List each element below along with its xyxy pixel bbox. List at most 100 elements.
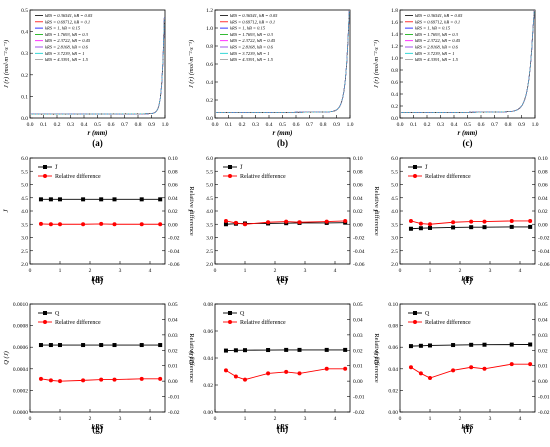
panel-tag: (a) <box>92 138 103 148</box>
data-point <box>233 374 238 379</box>
y2-axis-label: Relative difference <box>373 333 380 383</box>
y-tick-label: 5.0 <box>206 183 213 189</box>
y2-tick-label: -0.01 <box>538 395 550 401</box>
y2-tick-label: -0.02 <box>538 236 550 242</box>
legend-entry: J̄ <box>425 164 428 171</box>
x-tick-label: 4 <box>149 268 152 274</box>
y-tick-label: 4.0 <box>21 209 28 215</box>
legend-marker <box>413 165 417 169</box>
legend-entry: kRS = 2.8168, hB = 0.6 <box>415 45 459 51</box>
y2-tick-label: 0.02 <box>538 209 548 215</box>
y-tick-label: 0.2 <box>21 73 28 79</box>
y2-tick-label: 0.03 <box>168 333 178 339</box>
x-tick-label: 4 <box>519 416 522 422</box>
x-tick-label: 0.4 <box>81 122 88 128</box>
data-point <box>509 362 514 367</box>
data-point <box>324 347 329 352</box>
y2-tick-label: -0.02 <box>168 236 180 242</box>
data-point <box>469 342 474 347</box>
x-tick-label: 2 <box>89 416 92 422</box>
panel-tag: (i) <box>463 424 472 434</box>
panel-e: 0 1 2 3 4 2.0 2.5 3.0 3.5 4.0 4.5 5.0 5.5 6.0 kRS J̄ (e)… <box>188 156 380 285</box>
x-tick-label: 4 <box>149 416 152 422</box>
y-tick-label: 4.0 <box>391 209 398 215</box>
y-axis-label: Q (J) <box>188 351 195 365</box>
data-point <box>469 225 474 230</box>
x-tick-label: 1 <box>59 416 62 422</box>
legend-entry: kRS = 2.3722, hB = 0.45 <box>415 38 461 44</box>
y2-tick-label: 0.00 <box>168 379 178 385</box>
data-point <box>38 221 43 226</box>
x-tick-label: 2 <box>274 416 277 422</box>
y2-axis-label: Relative difference <box>373 186 380 236</box>
panel-tag: (c) <box>463 138 473 148</box>
y-axis-label: J (r) (mol·m⁻²·s⁻¹) <box>3 40 10 88</box>
series-line-8 <box>30 17 165 115</box>
panel-b: 0.0 0.1 0.2 0.3 0.4 0.5 0.6 0.7 0.8 0.9 1.0 0.0 0.2 0… <box>188 8 354 148</box>
y-axis-label: J̄ <box>3 208 10 212</box>
legend-marker <box>43 311 47 315</box>
y-tick-label: 0.6 <box>391 80 398 86</box>
y-tick-label: 3.0 <box>391 236 398 242</box>
x-tick-label: 0.7 <box>491 122 498 128</box>
legend-entry: kRS = 1.7693, hB = 0.3 <box>45 32 89 38</box>
y-tick-label: 0.0 <box>206 116 213 122</box>
legend: Q Relative difference <box>408 311 471 326</box>
legend-entry: Relative difference <box>240 173 286 180</box>
y-tick-label: 0.02 <box>388 388 398 394</box>
y2-tick-label: 0.08 <box>168 169 178 175</box>
x-tick-label: 0 <box>29 416 32 422</box>
panel-tag: (e) <box>278 275 288 285</box>
x-tick-label: 0.3 <box>67 122 74 128</box>
y-tick-label: 5.0 <box>21 183 28 189</box>
data-point <box>451 343 456 348</box>
legend-entry: Q <box>425 311 430 317</box>
data-point <box>469 219 474 224</box>
y-tick-label: 4.0 <box>206 209 213 215</box>
legend-entry: Relative difference <box>240 319 286 326</box>
legend: J̄ Relative difference <box>223 164 286 180</box>
y2-tick-label: -0.04 <box>538 249 550 255</box>
y2-tick-label: -0.06 <box>353 262 365 268</box>
y-tick-label: 0.0000 <box>13 410 28 416</box>
x-tick-label: 2 <box>459 416 462 422</box>
data-point <box>223 368 228 373</box>
data-point <box>343 366 348 371</box>
y-tick-label: 0.5 <box>21 8 28 14</box>
panel-c: 0.0 0.1 0.2 0.3 0.4 0.5 0.6 0.7 0.8 0.9 1.0 0.0 0.2 0… <box>373 8 539 148</box>
y2-tick-label: 0.06 <box>168 183 178 189</box>
legend-entry: kRS = 2.8168, hB = 0.6 <box>45 45 89 51</box>
legend-entry: kRS = 3.7239, hB = 1 <box>230 51 269 57</box>
x-tick-label: 1.0 <box>162 122 169 128</box>
y2-tick-label: 0.05 <box>168 302 178 308</box>
legend-entry: kRS = 2.8168, hB = 0.6 <box>230 45 274 51</box>
data-point <box>99 221 104 226</box>
data-point <box>297 220 302 225</box>
x-tick-label: 3 <box>489 268 492 274</box>
data-point <box>48 197 53 202</box>
y2-tick-label: 0.10 <box>353 156 363 162</box>
data-point <box>223 348 228 353</box>
x-tick-label: 2 <box>89 268 92 274</box>
legend-entry: kRS = 1.7693, hB = 0.3 <box>415 32 459 38</box>
legend-entry: Relative difference <box>55 319 101 326</box>
data-point <box>408 365 413 370</box>
y-tick-label: 1.2 <box>391 44 398 50</box>
y-tick-label: 0.4 <box>391 92 398 98</box>
y-tick-label: 0.8 <box>206 44 213 50</box>
x-tick-label: 0.6 <box>478 122 485 128</box>
data-point <box>451 220 456 225</box>
legend: Q Relative difference <box>223 311 286 326</box>
legend: J̄ Relative difference <box>38 164 101 180</box>
y-tick-label: 2.0 <box>391 262 398 268</box>
data-point <box>112 343 117 348</box>
y-tick-label: 2.5 <box>21 249 28 255</box>
data-point <box>408 344 413 349</box>
y-tick-label: 5.5 <box>391 169 398 175</box>
y2-tick-label: 0.05 <box>538 302 548 308</box>
data-point <box>408 218 413 223</box>
legend-marker <box>43 320 47 324</box>
y2-tick-label: -0.02 <box>168 410 180 416</box>
legend-entry: Relative difference <box>425 319 471 326</box>
y-tick-label: 6.0 <box>391 156 398 162</box>
